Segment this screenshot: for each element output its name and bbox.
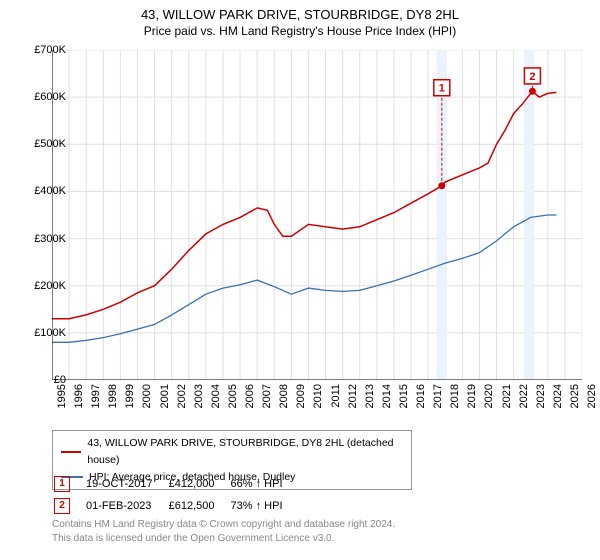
x-tick-label: 2026 [586,384,598,420]
x-tick-label: 2017 [432,384,444,420]
svg-text:1: 1 [439,83,445,95]
marker-delta: 66% ↑ HPI [231,474,297,494]
table-row: 1 19-OCT-2017 £412,000 66% ↑ HPI [54,474,297,494]
svg-text:2: 2 [529,71,535,83]
marker-badge: 1 [54,476,70,492]
x-tick-label: 2015 [398,384,410,420]
chart-area: 12 [52,50,582,380]
legend-item: 43, WILLOW PARK DRIVE, STOURBRIDGE, DY8 … [61,435,403,469]
x-tick-label: 1996 [73,384,85,420]
legend-swatch [61,451,81,453]
marker-date: 01-FEB-2023 [86,496,167,516]
x-tick-label: 2014 [381,384,393,420]
x-tick-label: 1995 [56,384,68,420]
chart-container: 43, WILLOW PARK DRIVE, STOURBRIDGE, DY8 … [0,0,600,560]
x-tick-label: 2005 [227,384,239,420]
x-tick-label: 2006 [244,384,256,420]
x-tick-label: 2010 [312,384,324,420]
x-tick-label: 1998 [107,384,119,420]
footer-attribution: Contains HM Land Registry data © Crown c… [52,518,395,546]
x-tick-label: 2021 [501,384,513,420]
y-tick-label: £600K [20,91,66,103]
x-tick-label: 2018 [449,384,461,420]
chart-svg: 12 [52,50,582,380]
x-tick-label: 2003 [193,384,205,420]
chart-subtitle: Price paid vs. HM Land Registry's House … [0,24,600,42]
x-tick-label: 2020 [483,384,495,420]
x-tick-label: 2022 [518,384,530,420]
chart-title: 43, WILLOW PARK DRIVE, STOURBRIDGE, DY8 … [0,0,600,24]
marker-table: 1 19-OCT-2017 £412,000 66% ↑ HPI 2 01-FE… [52,472,299,518]
x-tick-label: 1999 [124,384,136,420]
x-tick-label: 2016 [415,384,427,420]
marker-delta: 73% ↑ HPI [231,496,297,516]
x-tick-label: 2013 [364,384,376,420]
x-tick-label: 1997 [90,384,102,420]
marker-date: 19-OCT-2017 [86,474,167,494]
table-row: 2 01-FEB-2023 £612,500 73% ↑ HPI [54,496,297,516]
x-tick-label: 2009 [295,384,307,420]
y-tick-label: £100K [20,327,66,339]
y-tick-label: £700K [20,44,66,56]
x-tick-label: 2023 [535,384,547,420]
x-tick-label: 2007 [261,384,273,420]
y-tick-label: £300K [20,233,66,245]
x-tick-label: 2024 [552,384,564,420]
x-tick-label: 2019 [466,384,478,420]
y-tick-label: £400K [20,185,66,197]
x-tick-label: 2011 [330,384,342,420]
marker-badge: 2 [54,498,70,514]
x-tick-label: 2000 [141,384,153,420]
y-tick-label: £200K [20,280,66,292]
x-tick-label: 2025 [569,384,581,420]
footer-line: Contains HM Land Registry data © Crown c… [52,518,395,532]
footer-line: This data is licensed under the Open Gov… [52,532,395,546]
x-tick-label: 2002 [176,384,188,420]
x-tick-label: 2001 [159,384,171,420]
y-tick-label: £500K [20,138,66,150]
x-tick-label: 2004 [210,384,222,420]
legend-label: 43, WILLOW PARK DRIVE, STOURBRIDGE, DY8 … [87,435,403,469]
x-tick-label: 2008 [278,384,290,420]
marker-price: £412,000 [169,474,229,494]
marker-price: £612,500 [169,496,229,516]
x-tick-label: 2012 [347,384,359,420]
